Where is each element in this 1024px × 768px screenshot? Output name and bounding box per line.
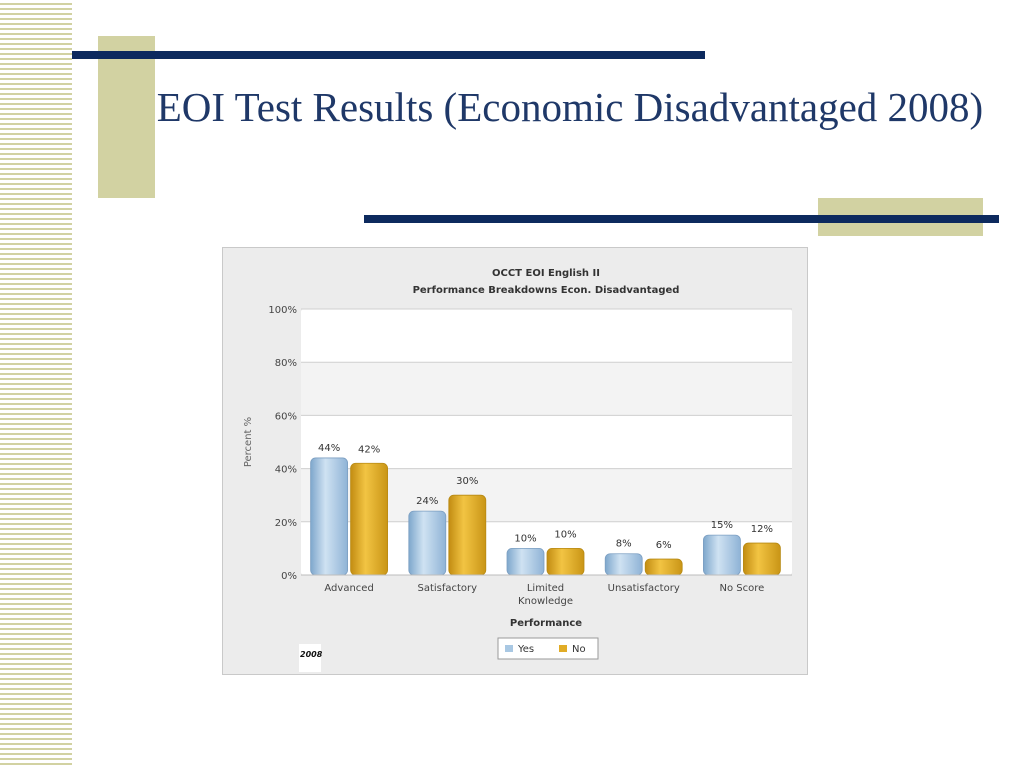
x-axis-label: Performance bbox=[510, 618, 582, 629]
slide-title: EOI Test Results (Economic Disadvantaged… bbox=[156, 84, 984, 130]
bar-no bbox=[350, 462, 388, 576]
bar-yes bbox=[310, 457, 348, 576]
data-label: 8% bbox=[616, 539, 632, 550]
y-axis-label: Percent % bbox=[243, 417, 254, 467]
x-tick-label: Advanced bbox=[324, 583, 373, 594]
chart-subtitle: Performance Breakdowns Econ. Disadvantag… bbox=[413, 285, 680, 296]
plot-band bbox=[301, 362, 792, 416]
bar-yes bbox=[702, 534, 741, 576]
navy-rule-bottom bbox=[364, 215, 999, 223]
legend-swatch-yes bbox=[505, 645, 513, 652]
data-label: 12% bbox=[751, 524, 773, 535]
y-tick-label: 40% bbox=[275, 465, 297, 476]
bar-no bbox=[644, 558, 683, 576]
y-tick-label: 0% bbox=[281, 571, 297, 582]
y-tick-label: 20% bbox=[275, 518, 297, 529]
bar-yes bbox=[506, 547, 545, 576]
y-tick-label: 100% bbox=[268, 305, 297, 316]
x-tick-label: No Score bbox=[720, 583, 765, 594]
legend-label-no: No bbox=[572, 644, 586, 655]
x-tick-label: Knowledge bbox=[518, 596, 573, 607]
bar-no bbox=[546, 547, 585, 576]
data-label: 6% bbox=[656, 540, 672, 551]
data-label: 10% bbox=[514, 533, 536, 544]
x-tick-label: Limited bbox=[527, 583, 564, 594]
data-label: 24% bbox=[416, 496, 438, 507]
bar-yes bbox=[408, 510, 447, 576]
khaki-block-top-left bbox=[98, 36, 155, 198]
legend-label-yes: Yes bbox=[517, 644, 534, 655]
y-tick-label: 80% bbox=[275, 358, 297, 369]
chart-title: OCCT EOI English II bbox=[492, 268, 600, 279]
corner-year-label: 2008 bbox=[300, 650, 323, 659]
y-tick-label: 60% bbox=[275, 411, 297, 422]
bar-chart: 0% 20% 40% 60% 80% 100% OCCT EOI English II Per… bbox=[243, 268, 792, 672]
x-tick-label: Satisfactory bbox=[417, 583, 477, 594]
legend-box bbox=[497, 637, 599, 660]
data-label: 44% bbox=[318, 443, 340, 454]
bar-no bbox=[743, 542, 781, 576]
corner-label-bg bbox=[299, 644, 321, 672]
bar-no bbox=[448, 494, 487, 576]
striped-margin-decoration bbox=[0, 0, 72, 768]
legend-swatch-no bbox=[559, 645, 567, 652]
x-tick-label: Unsatisfactory bbox=[608, 583, 680, 594]
data-label: 30% bbox=[456, 476, 478, 487]
chart-frame: 0% 20% 40% 60% 80% 100% OCCT EOI English II Per… bbox=[222, 247, 808, 675]
data-label: 10% bbox=[554, 529, 576, 540]
bar-yes bbox=[604, 553, 643, 576]
navy-rule-top bbox=[72, 51, 705, 59]
data-label: 42% bbox=[358, 444, 380, 455]
data-label: 15% bbox=[711, 520, 733, 531]
